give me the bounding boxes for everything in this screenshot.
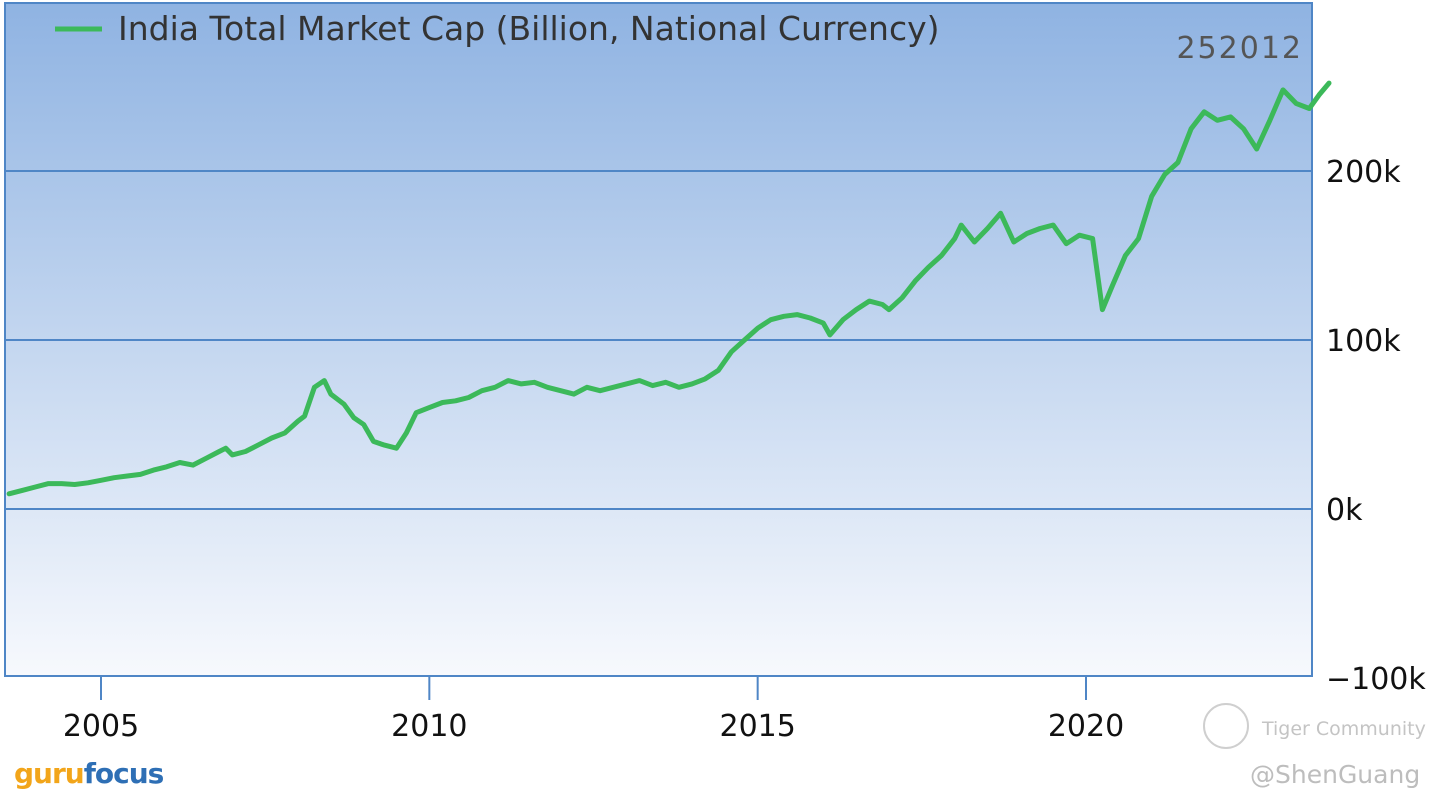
x-tick-label: 2015 — [719, 709, 795, 744]
watermark-community: Tiger Community — [1262, 718, 1426, 740]
x-tick-label: 2020 — [1048, 709, 1124, 744]
legend-label: India Total Market Cap (Billion, Nationa… — [118, 9, 940, 48]
series-line-india-market-cap — [6, 80, 1332, 497]
y-tick-label: 0k — [1326, 493, 1363, 528]
y-tick-label: 100k — [1326, 324, 1401, 359]
x-axis: 2005 2010 2015 2020 — [63, 676, 1124, 744]
logo-part-guru: guru — [14, 757, 85, 790]
y-tick-label: −100k — [1326, 662, 1426, 697]
tiger-logo-icon — [1203, 703, 1249, 749]
grid-lines — [5, 170, 1312, 510]
y-axis: 200k 100k 0k −100k — [1326, 155, 1426, 697]
x-tick-label: 2005 — [63, 709, 139, 744]
last-value-label: 252012 — [1176, 31, 1303, 66]
logo-part-focus: focus — [83, 757, 165, 790]
legend: India Total Market Cap (Billion, Nationa… — [55, 9, 940, 48]
gurufocus-logo: gurufocus — [14, 757, 165, 790]
y-tick-label: 200k — [1326, 155, 1401, 190]
x-tick-label: 2010 — [391, 709, 467, 744]
watermark-handle: @ShenGuang — [1250, 760, 1421, 789]
